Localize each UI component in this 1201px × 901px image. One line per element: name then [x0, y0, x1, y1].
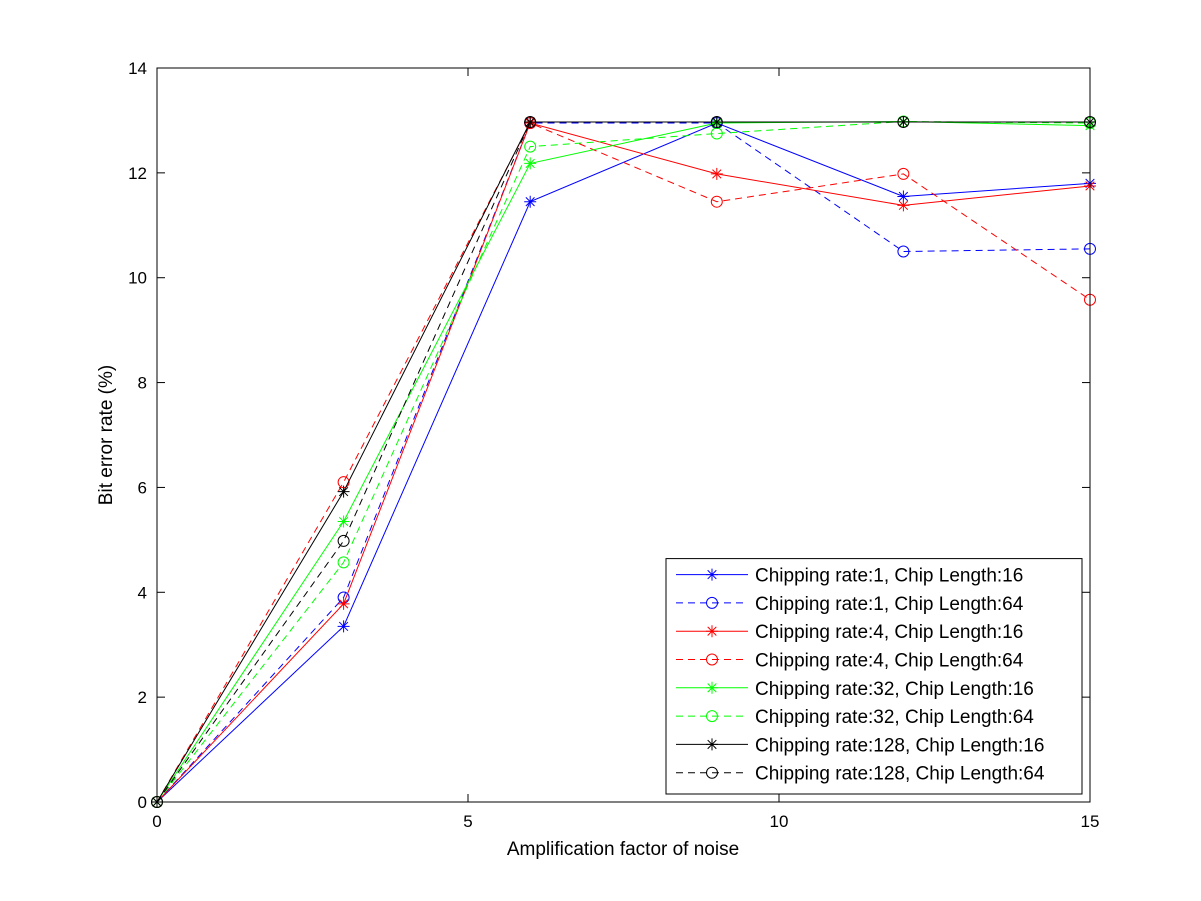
- legend-entry-chipping-rate-4-chip-length-64: Chipping rate:4, Chip Length:64: [676, 651, 1024, 672]
- x-tick-label: 15: [1081, 812, 1100, 831]
- series-chipping-rate-128-chip-length-64-point: [337, 534, 350, 547]
- legend-label: Chipping rate:128, Chip Length:16: [755, 735, 1044, 756]
- series-chipping-rate-4-chip-length-64-point: [897, 167, 910, 180]
- series-chipping-rate-32-chip-length-16-point: [337, 515, 350, 528]
- series-chipping-rate-32-chip-length-64-point: [710, 127, 723, 140]
- y-tick-label: 10: [128, 269, 147, 288]
- legend-label: Chipping rate:32, Chip Length:64: [755, 707, 1034, 728]
- x-axis-title: Amplification factor of noise: [507, 839, 739, 860]
- series-chipping-rate-4-chip-length-64-line: [156, 122, 1091, 803]
- legend-marker: [706, 568, 718, 581]
- series-chipping-rate-32-chip-length-64-point: [337, 556, 350, 569]
- legend-label: Chipping rate:128, Chip Length:64: [755, 764, 1045, 785]
- legend-entry-chipping-rate-4-chip-length-16: Chipping rate:4, Chip Length:16: [676, 622, 1023, 643]
- series-chipping-rate-1-chip-length-64-line: [156, 122, 1091, 803]
- series-chipping-rate-128-chip-length-64-point: [524, 116, 537, 129]
- series-chipping-rate-4-chip-length-16-point: [337, 597, 350, 610]
- legend-entry-chipping-rate-1-chip-length-16: Chipping rate:1, Chip Length:16: [676, 566, 1023, 587]
- axes-frame: [156, 67, 1091, 803]
- series-chipping-rate-32-chip-length-64-point: [524, 140, 537, 153]
- axis-ticks: 0 5 10 15 0 2 4 6 8 10 12 14: [128, 59, 1099, 831]
- legend-marker: [706, 596, 718, 609]
- series-chipping-rate-128-chip-length-64-line: [156, 121, 1090, 803]
- legend-marker: [706, 625, 718, 638]
- legend-label: Chipping rate:1, Chip Length:64: [755, 594, 1024, 615]
- legend-label: Chipping rate:1, Chip Length:16: [755, 566, 1023, 587]
- series-chipping-rate-1-chip-length-16-point: [897, 190, 910, 203]
- legend-marker: [706, 653, 718, 666]
- legend-entry-chipping-rate-32-chip-length-64: Chipping rate:32, Chip Length:64: [676, 707, 1034, 728]
- legend-entry-chipping-rate-1-chip-length-64: Chipping rate:1, Chip Length:64: [676, 594, 1024, 615]
- y-tick-label: 0: [138, 793, 147, 812]
- x-tick-label: 5: [463, 812, 472, 831]
- legend-marker: [706, 681, 718, 694]
- legend-entry-chipping-rate-128-chip-length-16: Chipping rate:128, Chip Length:16: [676, 735, 1044, 756]
- y-tick-label: 14: [128, 59, 147, 78]
- legend-marker: [706, 710, 718, 723]
- legend-label: Chipping rate:32, Chip Length:16: [755, 679, 1034, 700]
- series-chipping-rate-128-chip-length-64-point: [897, 116, 910, 129]
- series-chipping-rate-4-chip-length-16-point: [710, 167, 723, 180]
- y-tick-label: 4: [138, 583, 147, 602]
- y-axis-title: Bit error rate (%): [96, 365, 117, 505]
- series-chipping-rate-4-chip-length-64-point: [710, 195, 723, 208]
- series-chipping-rate-128-chip-length-16-point: [524, 116, 537, 129]
- legend-label: Chipping rate:4, Chip Length:64: [755, 651, 1024, 672]
- y-tick-label: 6: [138, 478, 147, 497]
- series-chipping-rate-128-chip-length-16-point: [337, 485, 350, 498]
- x-tick-label: 0: [152, 812, 161, 831]
- series-chipping-rate-128-chip-length-16-line: [156, 121, 1090, 803]
- series-chipping-rate-32-chip-length-16-point: [524, 157, 537, 170]
- series-chipping-rate-4-chip-length-16-point: [897, 199, 910, 212]
- y-tick-label: 12: [128, 164, 147, 183]
- series-chipping-rate-1-chip-length-16-point: [337, 620, 350, 633]
- y-tick-label: 2: [138, 688, 147, 707]
- legend: Chipping rate:1, Chip Length:16 Chipping …: [665, 558, 1083, 795]
- legend-label: Chipping rate:4, Chip Length:16: [755, 622, 1023, 643]
- legend-marker: [706, 738, 718, 751]
- series-chipping-rate-4-chip-length-16-line: [156, 122, 1091, 803]
- legend-entry-chipping-rate-128-chip-length-64: Chipping rate:128, Chip Length:64: [676, 764, 1045, 785]
- plot-lines: [151, 115, 1096, 808]
- legend-entry-chipping-rate-32-chip-length-16: Chipping rate:32, Chip Length:16: [676, 679, 1034, 700]
- x-tick-label: 10: [770, 812, 789, 831]
- legend-box: [665, 558, 1083, 795]
- series-chipping-rate-128-chip-length-64-point: [710, 116, 723, 129]
- series-chipping-rate-1-chip-length-16-point: [524, 195, 537, 208]
- series-chipping-rate-1-chip-length-64-point: [897, 245, 910, 258]
- y-tick-label: 8: [138, 374, 147, 393]
- legend-marker: [706, 766, 718, 779]
